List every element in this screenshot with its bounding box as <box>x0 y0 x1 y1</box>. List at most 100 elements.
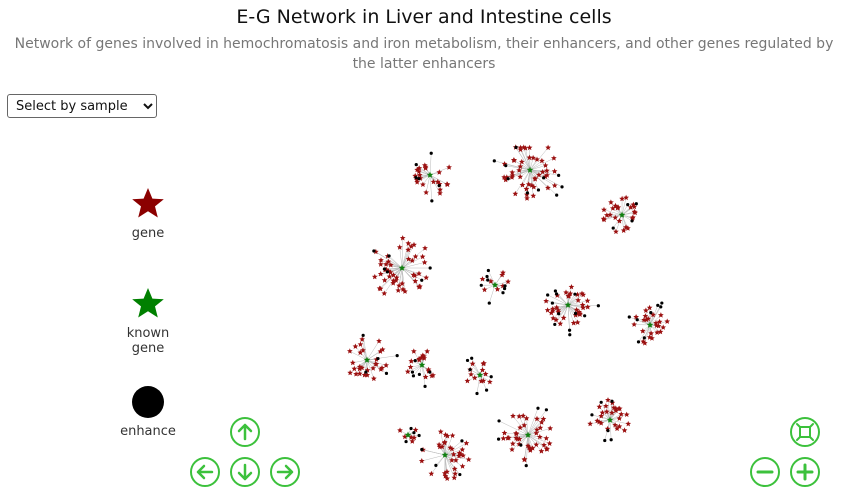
gene-node[interactable] <box>616 415 623 421</box>
gene-node[interactable] <box>349 359 356 366</box>
enhancer-node[interactable] <box>485 274 489 279</box>
enhancer-node[interactable] <box>599 400 603 404</box>
gene-node[interactable] <box>364 367 371 373</box>
enhancer-node[interactable] <box>409 426 413 431</box>
pan-right-button[interactable] <box>270 457 300 487</box>
gene-node[interactable] <box>570 320 577 326</box>
enhancer-node[interactable] <box>503 284 507 288</box>
gene-node[interactable] <box>502 176 509 183</box>
gene-node[interactable] <box>618 411 625 417</box>
gene-node[interactable] <box>405 240 412 246</box>
gene-node[interactable] <box>387 269 394 275</box>
gene-node[interactable] <box>614 425 620 431</box>
gene-node[interactable] <box>573 306 580 313</box>
enhancer-node[interactable] <box>649 311 653 315</box>
gene-node[interactable] <box>416 270 422 277</box>
gene-node[interactable] <box>551 168 558 174</box>
gene-node[interactable] <box>463 440 470 446</box>
gene-node[interactable] <box>641 317 647 323</box>
enhancer-node[interactable] <box>504 164 508 168</box>
gene-node[interactable] <box>630 201 637 208</box>
gene-node[interactable] <box>601 206 607 213</box>
gene-node[interactable] <box>653 322 660 328</box>
enhancer-node[interactable] <box>387 254 391 258</box>
gene-node[interactable] <box>510 413 516 419</box>
enhancer-node[interactable] <box>470 356 474 360</box>
gene-node[interactable] <box>377 285 384 292</box>
gene-node[interactable] <box>390 277 397 284</box>
gene-node[interactable] <box>488 278 494 284</box>
gene-node[interactable] <box>363 356 371 363</box>
gene-node[interactable] <box>436 169 443 175</box>
enhancer-node[interactable] <box>414 176 418 180</box>
enhancer-node[interactable] <box>634 202 638 206</box>
gene-node[interactable] <box>476 371 484 378</box>
gene-node[interactable] <box>418 458 425 464</box>
enhancer-node[interactable] <box>560 185 564 189</box>
gene-node[interactable] <box>390 272 397 278</box>
enhancer-node[interactable] <box>423 384 427 388</box>
gene-node[interactable] <box>544 446 550 452</box>
gene-node[interactable] <box>517 173 523 180</box>
enhancer-node[interactable] <box>428 370 432 374</box>
gene-node[interactable] <box>416 357 423 363</box>
gene-node[interactable] <box>529 182 535 188</box>
gene-node[interactable] <box>396 282 402 289</box>
gene-node[interactable] <box>410 272 417 278</box>
gene-node[interactable] <box>399 235 406 241</box>
enhancer-node[interactable] <box>372 249 376 253</box>
gene-node[interactable] <box>405 256 412 262</box>
gene-node[interactable] <box>646 334 653 340</box>
enhancer-node[interactable] <box>627 315 631 319</box>
gene-node[interactable] <box>449 432 456 438</box>
gene-node[interactable] <box>631 208 638 215</box>
gene-node[interactable] <box>430 178 437 185</box>
gene-node[interactable] <box>539 157 545 164</box>
enhancer-node[interactable] <box>479 283 483 287</box>
gene-node[interactable] <box>517 146 524 152</box>
gene-node[interactable] <box>604 212 610 218</box>
enhancer-node[interactable] <box>428 266 432 270</box>
gene-node[interactable] <box>555 309 562 315</box>
gene-node[interactable] <box>405 246 412 253</box>
gene-node[interactable] <box>657 328 664 335</box>
gene-node[interactable] <box>395 287 402 293</box>
gene-node[interactable] <box>465 456 472 462</box>
gene-node[interactable] <box>482 371 489 377</box>
pan-up-button[interactable] <box>230 417 260 447</box>
gene-node[interactable] <box>521 456 528 463</box>
gene-node[interactable] <box>491 281 499 288</box>
gene-node[interactable] <box>436 181 443 187</box>
gene-node[interactable] <box>422 245 428 251</box>
gene-node[interactable] <box>449 457 455 463</box>
gene-node[interactable] <box>551 155 557 161</box>
gene-node[interactable] <box>548 310 555 316</box>
enhancer-node[interactable] <box>546 293 550 297</box>
pan-down-button[interactable] <box>230 457 260 487</box>
enhancer-node[interactable] <box>465 358 470 363</box>
gene-node[interactable] <box>580 304 586 311</box>
gene-node[interactable] <box>550 315 557 321</box>
gene-node[interactable] <box>512 190 519 197</box>
gene-node[interactable] <box>393 274 400 281</box>
enhancer-node[interactable] <box>420 447 424 452</box>
gene-node[interactable] <box>537 434 543 440</box>
gene-node[interactable] <box>347 348 353 354</box>
gene-node[interactable] <box>621 427 628 433</box>
enhancer-node[interactable] <box>514 145 518 149</box>
gene-node[interactable] <box>398 264 406 271</box>
gene-node[interactable] <box>526 154 533 161</box>
gene-node[interactable] <box>441 451 449 458</box>
gene-node[interactable] <box>356 370 363 377</box>
gene-node[interactable] <box>411 348 417 354</box>
gene-node[interactable] <box>469 360 476 367</box>
gene-node[interactable] <box>534 426 540 433</box>
gene-node[interactable] <box>541 442 547 448</box>
gene-node[interactable] <box>400 286 406 292</box>
gene-node[interactable] <box>557 320 564 327</box>
gene-node[interactable] <box>544 167 550 174</box>
gene-node[interactable] <box>529 445 536 451</box>
gene-node[interactable] <box>604 425 611 432</box>
gene-node[interactable] <box>419 253 426 260</box>
gene-node[interactable] <box>436 441 442 448</box>
